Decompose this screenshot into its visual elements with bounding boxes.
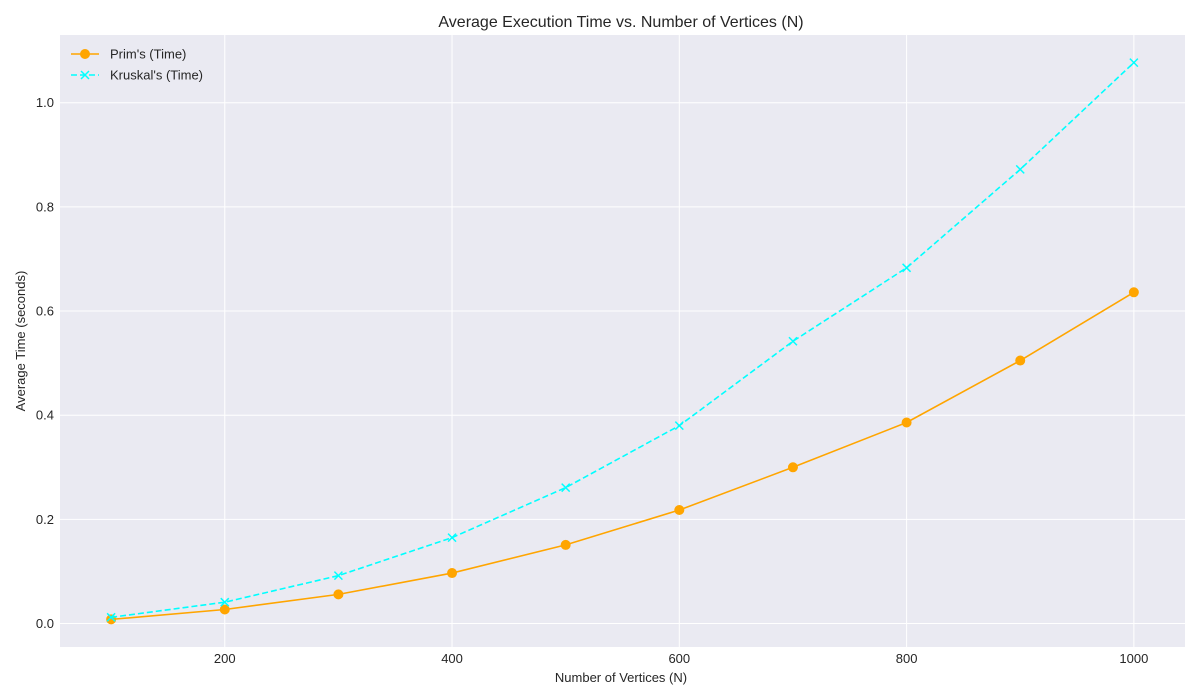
data-point bbox=[106, 612, 116, 622]
plot-area bbox=[60, 35, 1185, 647]
data-point bbox=[1129, 58, 1139, 68]
marker-stroke bbox=[80, 70, 90, 80]
chart-title: Average Execution Time vs. Number of Ver… bbox=[438, 14, 803, 31]
data-point bbox=[447, 533, 457, 543]
x-tick-label: 800 bbox=[896, 651, 918, 666]
x-tick-label: 200 bbox=[214, 651, 236, 666]
y-axis-label: Average Time (seconds) bbox=[13, 271, 28, 412]
legend-marker bbox=[80, 49, 90, 59]
marker-stroke bbox=[220, 597, 230, 607]
marker-stroke bbox=[1129, 58, 1139, 68]
data-point bbox=[333, 589, 344, 600]
y-tick-label: 0.8 bbox=[36, 199, 54, 214]
x-tick-label: 600 bbox=[668, 651, 690, 666]
data-point bbox=[674, 505, 685, 516]
y-tick-label: 1.0 bbox=[36, 95, 54, 110]
x-tick-label: 1000 bbox=[1119, 651, 1148, 666]
data-point bbox=[674, 421, 684, 431]
marker-stroke bbox=[333, 571, 343, 581]
series-line bbox=[111, 291, 1135, 621]
legend-marker bbox=[80, 70, 90, 80]
data-point bbox=[447, 568, 458, 579]
marker-stroke bbox=[447, 533, 457, 543]
series-kruskals bbox=[106, 58, 1139, 622]
marker-stroke bbox=[561, 483, 571, 493]
data-point bbox=[219, 604, 230, 615]
data-point bbox=[561, 483, 571, 493]
y-tick-label: 0.4 bbox=[36, 408, 54, 423]
x-axis-label: Number of Vertices (N) bbox=[555, 670, 687, 685]
y-tick-labels: 0.0 0.2 0.4 0.6 0.8 1.0 bbox=[36, 95, 54, 631]
legend-label: Prim's (Time) bbox=[110, 47, 186, 62]
data-point bbox=[560, 539, 571, 550]
legend-item: Kruskal's (Time) bbox=[71, 68, 203, 83]
data-point bbox=[220, 597, 230, 607]
y-tick-label: 0.0 bbox=[36, 616, 54, 631]
marker-stroke bbox=[902, 263, 912, 273]
legend: Prim's (Time) Kruskal's (Time) bbox=[71, 47, 203, 83]
data-point bbox=[902, 263, 912, 273]
legend-item: Prim's (Time) bbox=[71, 47, 186, 62]
y-tick-label: 0.2 bbox=[36, 512, 54, 527]
data-point bbox=[788, 336, 798, 346]
legend-label: Kruskal's (Time) bbox=[110, 68, 203, 83]
marker-stroke bbox=[106, 612, 116, 622]
y-tick-label: 0.6 bbox=[36, 304, 54, 319]
marker-stroke bbox=[788, 336, 798, 346]
series-prims bbox=[106, 287, 1139, 625]
series-line bbox=[111, 62, 1135, 619]
data-point bbox=[333, 571, 343, 581]
grid-lines bbox=[60, 35, 1185, 647]
data-point bbox=[1128, 287, 1139, 298]
data-point bbox=[901, 417, 912, 428]
data-point bbox=[1015, 164, 1025, 174]
x-tick-labels: 200 400 600 800 1000 bbox=[214, 651, 1148, 666]
marker-stroke bbox=[674, 421, 684, 431]
x-tick-label: 400 bbox=[441, 651, 463, 666]
data-point bbox=[1015, 355, 1026, 366]
marker-stroke bbox=[1015, 164, 1025, 174]
data-point bbox=[787, 462, 798, 473]
